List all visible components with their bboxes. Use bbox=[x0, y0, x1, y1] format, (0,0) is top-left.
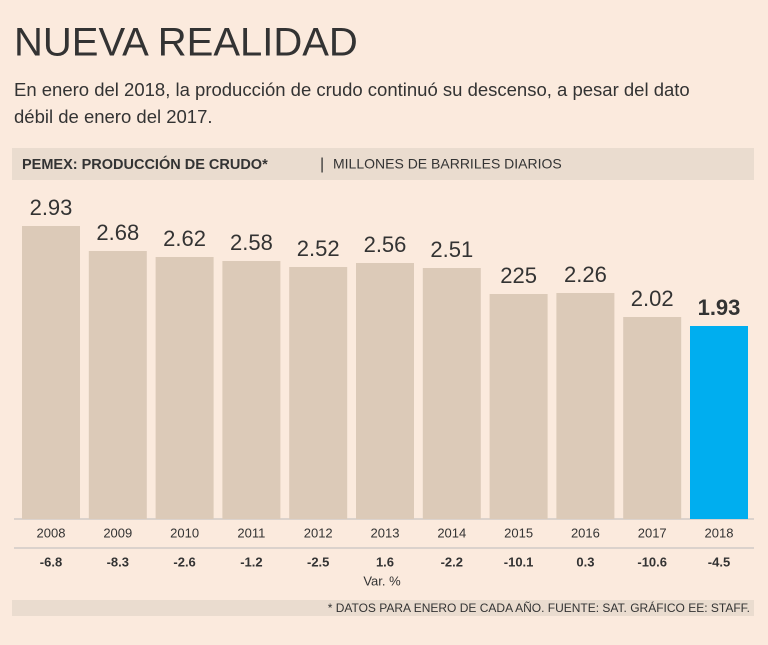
bar bbox=[422, 268, 481, 519]
value-label: 2.26 bbox=[564, 262, 607, 287]
value-label: 225 bbox=[500, 263, 537, 288]
variation-value: -8.3 bbox=[107, 554, 129, 569]
x-tick-label: 2012 bbox=[304, 525, 333, 540]
variation-value: -2.5 bbox=[307, 554, 329, 569]
bar bbox=[489, 294, 548, 519]
bar bbox=[623, 317, 682, 519]
bar bbox=[88, 251, 147, 519]
bar bbox=[222, 261, 281, 519]
x-tick-label: 2015 bbox=[504, 525, 533, 540]
subtitle: En enero del 2018, la producción de crud… bbox=[14, 79, 690, 100]
variation-value: -1.2 bbox=[240, 554, 262, 569]
x-tick-label: 2010 bbox=[170, 525, 199, 540]
bar bbox=[556, 293, 615, 519]
x-tick-label: 2017 bbox=[638, 525, 667, 540]
value-label: 2.58 bbox=[230, 230, 273, 255]
header-band bbox=[12, 148, 754, 180]
value-label: 2.93 bbox=[30, 195, 73, 220]
x-tick-label: 2008 bbox=[37, 525, 66, 540]
variation-value: -6.8 bbox=[40, 554, 62, 569]
value-label: 2.52 bbox=[297, 236, 340, 261]
x-tick-label: 2014 bbox=[437, 525, 466, 540]
bar bbox=[155, 257, 214, 519]
header-title: PEMEX: PRODUCCIÓN DE CRUDO* bbox=[22, 155, 268, 173]
value-label: 2.51 bbox=[430, 237, 473, 262]
bar bbox=[22, 226, 80, 519]
footer-band bbox=[12, 600, 754, 616]
variation-value: 0.3 bbox=[576, 554, 594, 569]
variation-value: -4.5 bbox=[708, 554, 730, 569]
x-tick-label: 2009 bbox=[103, 525, 132, 540]
value-label: 2.62 bbox=[163, 226, 206, 251]
header-unit: MILLONES DE BARRILES DIARIOS bbox=[333, 156, 562, 172]
variation-value: -10.1 bbox=[504, 554, 534, 569]
header-separator: | bbox=[320, 156, 324, 173]
variation-value: -2.6 bbox=[173, 554, 195, 569]
value-label: 1.93 bbox=[698, 295, 741, 320]
value-label: 2.68 bbox=[96, 220, 139, 245]
value-label: 2.02 bbox=[631, 286, 674, 311]
x-tick-label: 2018 bbox=[705, 525, 734, 540]
x-tick-label: 2013 bbox=[371, 525, 400, 540]
x-tick-label: 2016 bbox=[571, 525, 600, 540]
variation-value: -2.2 bbox=[441, 554, 463, 569]
variation-value: -10.6 bbox=[637, 554, 667, 569]
variation-label: Var. % bbox=[363, 573, 401, 588]
variation-value: 1.6 bbox=[376, 554, 394, 569]
x-tick-label: 2011 bbox=[237, 525, 265, 540]
footnote: * DATOS PARA ENERO DE CADA AÑO. FUENTE: … bbox=[328, 600, 750, 615]
bar bbox=[356, 263, 414, 519]
chart-title: NUEVA REALIDAD bbox=[14, 21, 358, 65]
bar bbox=[289, 267, 348, 519]
bar bbox=[690, 326, 748, 519]
subtitle: débil de enero del 2017. bbox=[14, 106, 213, 127]
value-label: 2.56 bbox=[364, 232, 407, 257]
